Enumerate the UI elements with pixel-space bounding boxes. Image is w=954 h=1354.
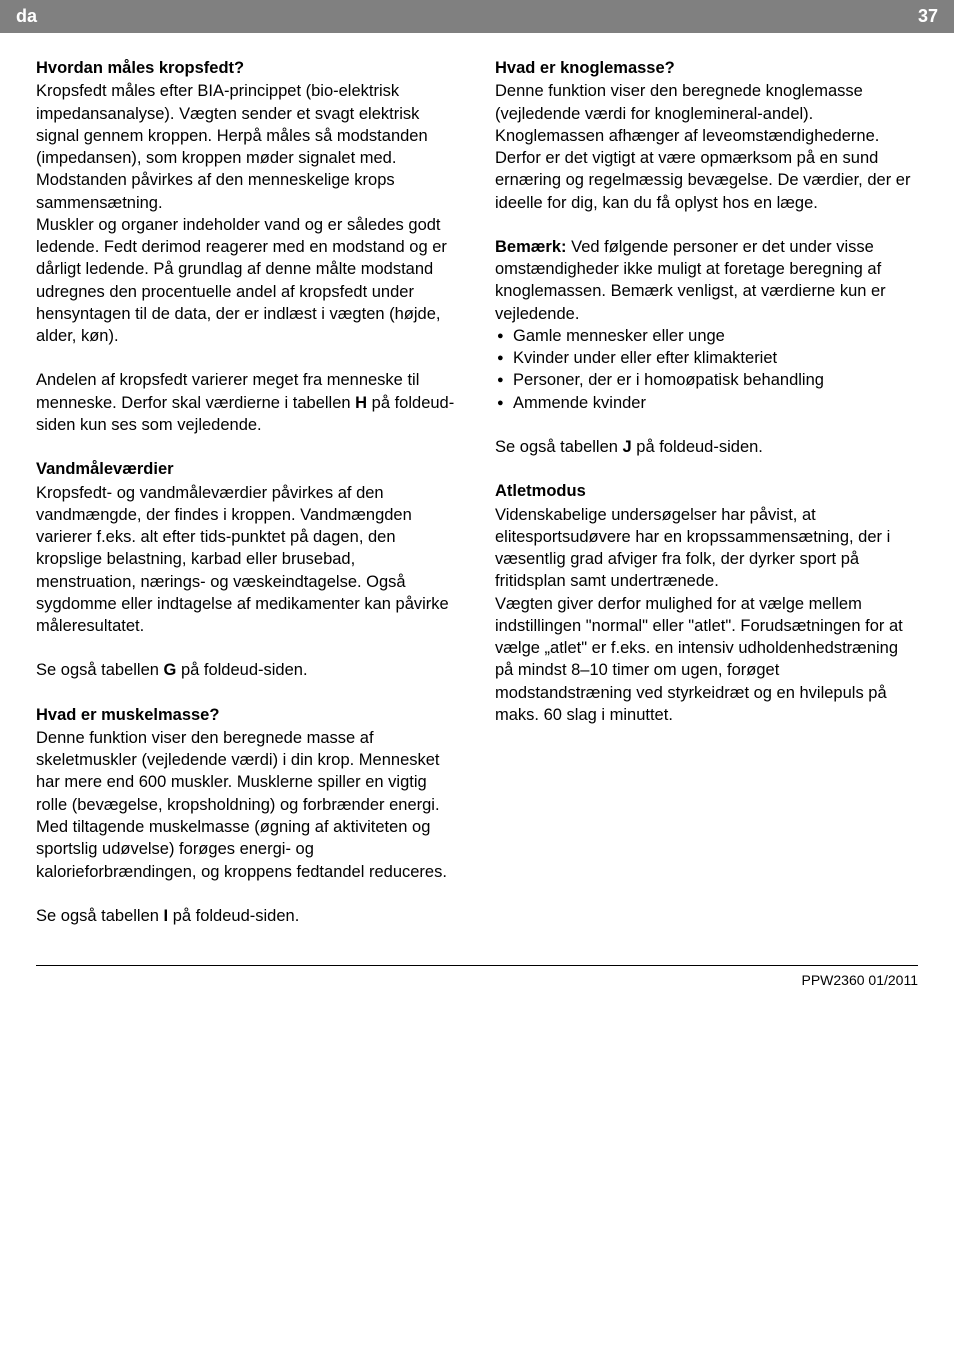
heading-kropsfedt: Hvordan måles kropsfedt? (36, 57, 459, 79)
heading-vand: Vandmåleværdier (36, 458, 459, 480)
list-item: Gamle mennesker eller unge (495, 325, 918, 347)
para-vand-2: Se også tabellen G på foldeud-siden. (36, 659, 459, 681)
text: på foldeud-siden. (168, 907, 299, 925)
table-ref-g: G (164, 661, 177, 679)
para-vand-1: Kropsfedt- og vandmåleværdier påvirkes a… (36, 482, 459, 638)
footer-text: PPW2360 01/2011 (802, 972, 919, 988)
text: Se også tabellen (36, 661, 164, 679)
list-item: Ammende kvinder (495, 392, 918, 414)
para-knogle-2: Bemærk: Ved følgende personer er det und… (495, 236, 918, 325)
header-lang: da (16, 6, 37, 27)
header-bar: da 37 (0, 0, 954, 33)
text: Se også tabellen (36, 907, 164, 925)
header-page: 37 (918, 6, 938, 27)
footer: PPW2360 01/2011 (36, 965, 918, 1008)
content-area: Hvordan måles kropsfedt? Kropsfedt måles… (0, 33, 954, 965)
para-atlet-2: Vægten giver derfor mulighed for at vælg… (495, 593, 918, 727)
heading-atlet: Atletmodus (495, 480, 918, 502)
right-column: Hvad er knoglemasse? Denne funktion vise… (495, 57, 918, 949)
para-knogle-1: Denne funktion viser den beregnede knogl… (495, 80, 918, 214)
para-muskel-2: Se også tabellen I på foldeud-siden. (36, 905, 459, 927)
table-ref-j: J (623, 438, 632, 456)
para-kropsfedt-1: Kropsfedt måles efter BIA-princippet (bi… (36, 80, 459, 214)
bullet-list: Gamle mennesker eller unge Kvinder under… (495, 325, 918, 414)
text: på foldeud-siden. (176, 661, 307, 679)
list-item: Kvinder under eller efter klimakteriet (495, 347, 918, 369)
heading-knogle: Hvad er knoglemasse? (495, 57, 918, 79)
para-atlet-1: Videnskabelige undersøgelser har påvist,… (495, 504, 918, 593)
list-item: Personer, der er i homoøpatisk behandlin… (495, 369, 918, 391)
left-column: Hvordan måles kropsfedt? Kropsfedt måles… (36, 57, 459, 949)
note-label: Bemærk: (495, 238, 567, 256)
table-ref-h: H (355, 394, 367, 412)
para-knogle-3: Se også tabellen J på foldeud-siden. (495, 436, 918, 458)
heading-muskel: Hvad er muskelmasse? (36, 704, 459, 726)
para-kropsfedt-2: Muskler og organer indeholder vand og er… (36, 214, 459, 348)
para-kropsfedt-3: Andelen af kropsfedt varierer meget fra … (36, 369, 459, 436)
para-muskel-1: Denne funktion viser den beregnede masse… (36, 727, 459, 883)
text: Se også tabellen (495, 438, 623, 456)
text: på foldeud-siden. (632, 438, 763, 456)
